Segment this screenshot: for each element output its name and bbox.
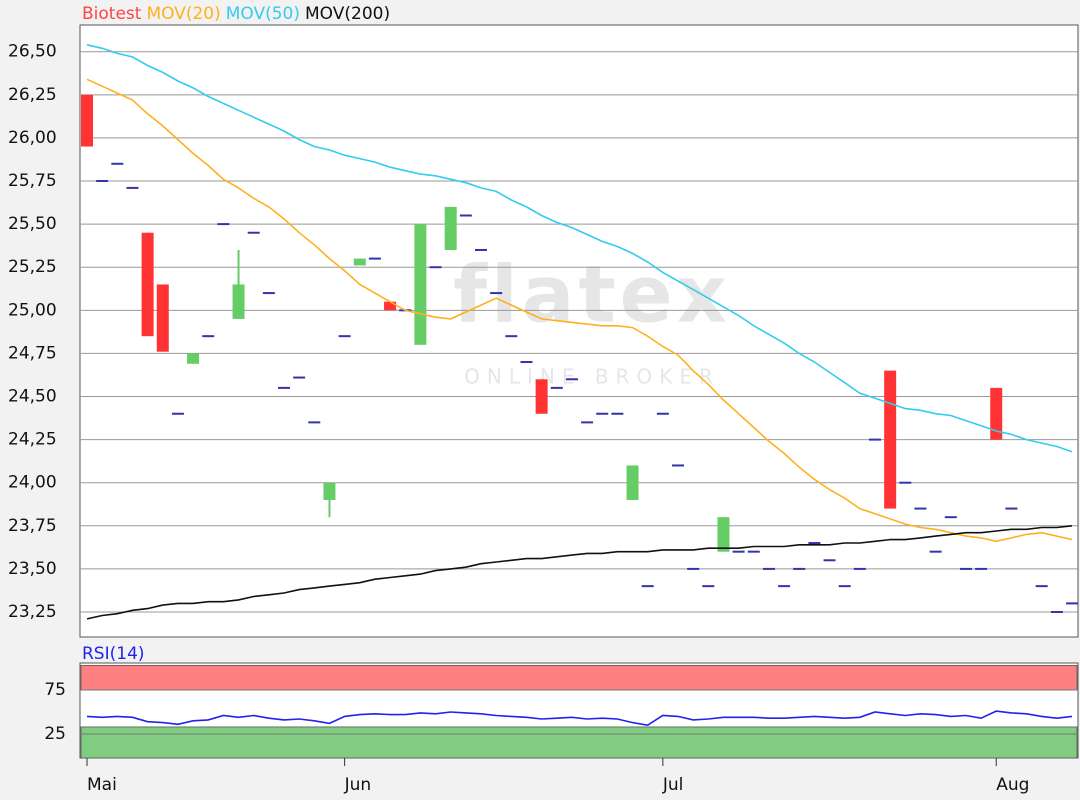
candle-body xyxy=(81,94,93,147)
x-tick-label: Jul xyxy=(662,775,684,795)
candle-body xyxy=(156,284,169,352)
candle-body xyxy=(141,232,154,337)
rsi-line xyxy=(86,710,1073,727)
legend-entry: MOV(50) xyxy=(226,4,300,24)
candle-body xyxy=(990,387,1003,440)
y-tick-label: 26,00 xyxy=(8,128,57,148)
candle-body xyxy=(232,284,245,319)
rsi-title: RSI(14) xyxy=(82,644,145,664)
moving-average-line xyxy=(86,78,1073,543)
candle-body xyxy=(444,206,457,250)
legend: Biotest MOV(20) MOV(50) MOV(200) xyxy=(82,4,390,24)
rsi-band xyxy=(80,726,1078,759)
y-tick-label: 25,50 xyxy=(8,214,57,234)
candle-body xyxy=(414,224,427,345)
candle-body xyxy=(626,465,639,500)
y-tick-label: 26,50 xyxy=(8,42,57,62)
rsi-band xyxy=(80,664,1078,691)
candle-body xyxy=(187,353,200,364)
x-tick-label: Jun xyxy=(344,775,372,795)
candle-body xyxy=(717,517,730,552)
x-tick-label: Mai xyxy=(87,775,117,795)
y-tick-label: 25,00 xyxy=(8,300,57,320)
y-tick-label: 24,75 xyxy=(8,343,57,363)
watermark-tagline: ONLINE BROKER xyxy=(464,365,720,389)
moving-average-line xyxy=(86,44,1073,453)
moving-average-line xyxy=(86,525,1073,620)
y-tick-label: 24,00 xyxy=(8,473,57,493)
rsi-tick-label: 25 xyxy=(44,724,66,744)
candle-body xyxy=(384,301,397,311)
candle-body xyxy=(884,370,897,509)
candle-body xyxy=(323,482,336,500)
price-plot xyxy=(79,24,1079,638)
rsi-tick-label: 75 xyxy=(44,680,66,700)
legend-entry: MOV(20) xyxy=(146,4,220,24)
y-tick-label: 24,25 xyxy=(8,430,57,450)
candle-body xyxy=(535,379,548,414)
legend-price: Biotest xyxy=(82,4,142,24)
y-tick-label: 24,50 xyxy=(8,387,57,407)
watermark-logo: flatex xyxy=(453,250,731,340)
y-tick-label: 25,75 xyxy=(8,171,57,191)
y-tick-label: 25,25 xyxy=(8,257,57,277)
y-tick-label: 23,25 xyxy=(8,602,57,622)
y-tick-label: 26,25 xyxy=(8,85,57,105)
legend-entry: MOV(200) xyxy=(305,4,390,24)
y-tick-label: 23,50 xyxy=(8,559,57,579)
y-tick-label: 23,75 xyxy=(8,516,57,536)
x-tick-label: Aug xyxy=(996,775,1029,795)
candle-body xyxy=(353,258,366,266)
